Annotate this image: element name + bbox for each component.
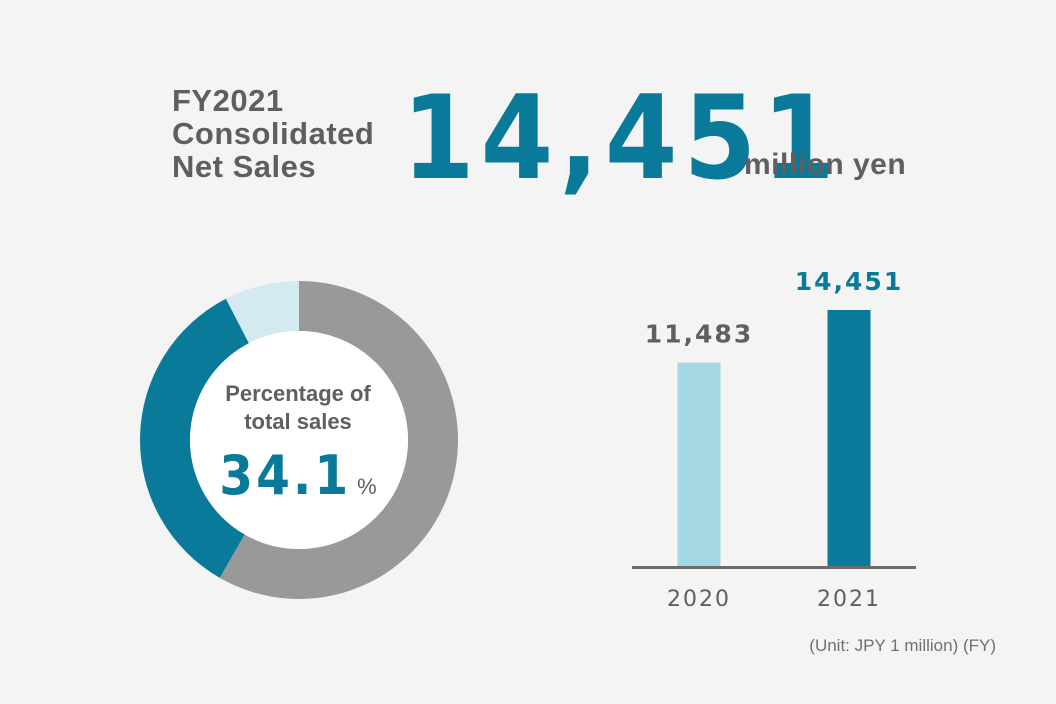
- headline-label: FY2021 Consolidated Net Sales: [172, 84, 374, 183]
- donut-caption-line-1: Percentage of: [225, 381, 371, 406]
- bar-value-label-2020: 11,483: [645, 320, 753, 349]
- unit-note: (Unit: JPY 1 million) (FY): [809, 636, 996, 655]
- donut-slice-accent: [140, 298, 249, 578]
- donut-caption: Percentage of total sales: [198, 380, 398, 436]
- donut-slice-gray: [219, 281, 458, 599]
- donut-chart: [140, 281, 458, 599]
- bar-2021: [827, 310, 871, 566]
- headline-value: 14,451: [402, 71, 841, 206]
- donut-center: [190, 331, 408, 549]
- donut-percentage-value: 34.1: [219, 444, 352, 507]
- headline-unit: million yen: [744, 148, 907, 181]
- donut-caption-line-2: total sales: [244, 409, 352, 434]
- bar-value-label-2021: 14,451: [795, 267, 903, 296]
- donut-slice-pale: [225, 281, 299, 344]
- bar-2020: [677, 362, 721, 566]
- headline-label-line-3: Net Sales: [172, 149, 317, 184]
- x-tick-label-2021: 2021: [817, 587, 881, 612]
- x-tick-label-2020: 2020: [667, 587, 731, 612]
- headline-label-line-1: FY2021: [172, 83, 284, 118]
- donut-percentage: 34.1%: [198, 444, 398, 507]
- headline-label-line-2: Consolidated: [172, 116, 375, 151]
- donut-percentage-symbol: %: [357, 474, 377, 499]
- bar-chart: 11,483 2020 14,451 2021: [632, 267, 916, 612]
